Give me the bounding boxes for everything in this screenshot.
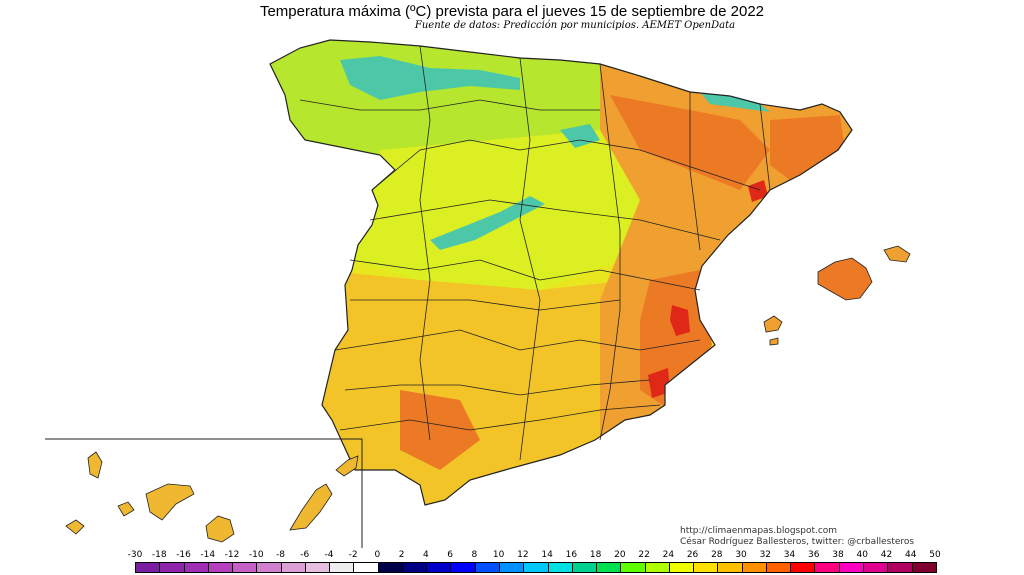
legend-label: 44 xyxy=(905,550,917,560)
credits-author: César Rodríguez Ballesteros, twitter: @c… xyxy=(680,537,915,547)
island-ibiza xyxy=(763,315,783,333)
legend-swatch xyxy=(839,563,864,572)
legend-label: 14 xyxy=(541,550,553,560)
legend-swatch xyxy=(402,563,428,572)
legend-label: 50 xyxy=(929,550,941,560)
canary-inset xyxy=(45,438,363,548)
legend-swatch xyxy=(257,563,282,572)
legend-swatch xyxy=(378,563,403,572)
island-el-hierro xyxy=(65,519,85,535)
legend-swatch xyxy=(766,563,792,572)
zone-hot-catalonia xyxy=(770,115,845,180)
legend-label: 18 xyxy=(589,550,602,560)
zone-mountains-cantabrian xyxy=(340,56,520,100)
legend-label: 6 xyxy=(447,550,454,560)
legend-swatch xyxy=(160,563,185,572)
legend-label: 34 xyxy=(783,550,796,560)
legend-swatch xyxy=(208,563,234,572)
legend-swatch xyxy=(136,563,161,572)
legend-label: 2 xyxy=(398,550,405,560)
legend-label: 22 xyxy=(638,550,650,560)
island-mallorca xyxy=(817,257,873,301)
legend-swatch xyxy=(524,563,549,572)
zone-hottest-castellon xyxy=(748,180,768,202)
zone-central xyxy=(350,130,640,290)
color-legend xyxy=(135,562,937,573)
legend-swatch xyxy=(791,563,816,572)
legend-swatch xyxy=(863,563,889,572)
legend-swatch xyxy=(233,563,258,572)
legend-label: 38 xyxy=(832,550,844,560)
legend-label: 8 xyxy=(471,550,478,560)
legend-label: 36 xyxy=(808,550,820,560)
island-menorca xyxy=(883,245,911,263)
legend-label: 28 xyxy=(711,550,723,560)
legend-label: -2 xyxy=(348,550,358,560)
island-formentera xyxy=(769,337,779,346)
zone-mountains-central xyxy=(430,196,545,250)
legend-swatch xyxy=(184,563,209,572)
legend-swatch xyxy=(742,563,767,572)
balearic-islands xyxy=(763,245,911,346)
zone-hot-south xyxy=(400,390,480,470)
legend-swatch xyxy=(815,563,840,572)
inset-border xyxy=(45,438,363,548)
legend-label: 12 xyxy=(517,550,529,560)
legend-label: 42 xyxy=(880,550,893,560)
legend-label: -6 xyxy=(300,550,310,560)
legend-swatch xyxy=(499,563,525,572)
island-la-gomera xyxy=(117,501,135,517)
legend-swatch xyxy=(718,563,743,572)
legend-label: -18 xyxy=(151,550,167,560)
legend-label: 24 xyxy=(662,550,675,560)
legend-swatch xyxy=(572,563,598,572)
legend-swatch xyxy=(354,563,379,572)
legend-swatch xyxy=(427,563,452,572)
legend-label: -8 xyxy=(275,550,285,560)
island-fuerteventura xyxy=(289,483,333,531)
island-gran-canaria xyxy=(205,515,235,543)
legend-swatch xyxy=(912,563,936,572)
legend-label: 40 xyxy=(856,550,868,560)
province-borders xyxy=(299,45,771,461)
legend-label: 30 xyxy=(735,550,747,560)
map-subtitle: Fuente de datos: Predicción por municipi… xyxy=(414,20,736,31)
legend-swatch xyxy=(330,563,355,572)
legend-label: -12 xyxy=(224,550,240,560)
legend-swatch xyxy=(694,563,719,572)
legend-label: 4 xyxy=(423,550,429,560)
legend-label: -4 xyxy=(324,550,334,560)
island-lanzarote xyxy=(335,455,359,477)
legend-label: 0 xyxy=(374,550,381,560)
legend-label: 10 xyxy=(492,550,505,560)
legend-swatch xyxy=(597,563,622,572)
legend-label: 20 xyxy=(614,550,626,560)
legend-swatch xyxy=(621,563,646,572)
legend-label: -14 xyxy=(200,550,216,560)
credits-url[interactable]: http://climaenmapas.blogspot.com xyxy=(680,526,838,536)
legend-swatch xyxy=(548,563,573,572)
legend-swatch xyxy=(281,563,306,572)
legend-label: 26 xyxy=(686,550,699,560)
island-tenerife xyxy=(145,483,195,521)
island-la-palma xyxy=(87,451,103,479)
legend-swatch xyxy=(645,563,670,572)
legend-label: -16 xyxy=(176,550,191,560)
legend-swatch xyxy=(888,563,913,572)
credits: http://climaenmapas.blogspot.com César R… xyxy=(680,526,914,548)
legend-labels: -30 -18 -16 -14 -12 -10 -8 -6 -4 -2 0 2 4 6 8 10 12 14 16 1… xyxy=(125,550,945,562)
legend-swatch xyxy=(451,563,476,572)
peninsula-outline xyxy=(269,39,853,506)
legend-label: 16 xyxy=(565,550,578,560)
legend-swatch xyxy=(669,563,695,572)
map-title: Temperatura máxima (ºC) prevista para el… xyxy=(259,3,765,20)
legend-swatch xyxy=(475,563,500,572)
legend-label: -10 xyxy=(248,550,264,560)
zone-hottest-valencia xyxy=(670,305,690,336)
legend-swatch xyxy=(305,563,331,572)
zone-mountains-pyrenees xyxy=(700,92,770,112)
legend-label: -30 xyxy=(127,550,143,560)
legend-label: 32 xyxy=(759,550,772,560)
